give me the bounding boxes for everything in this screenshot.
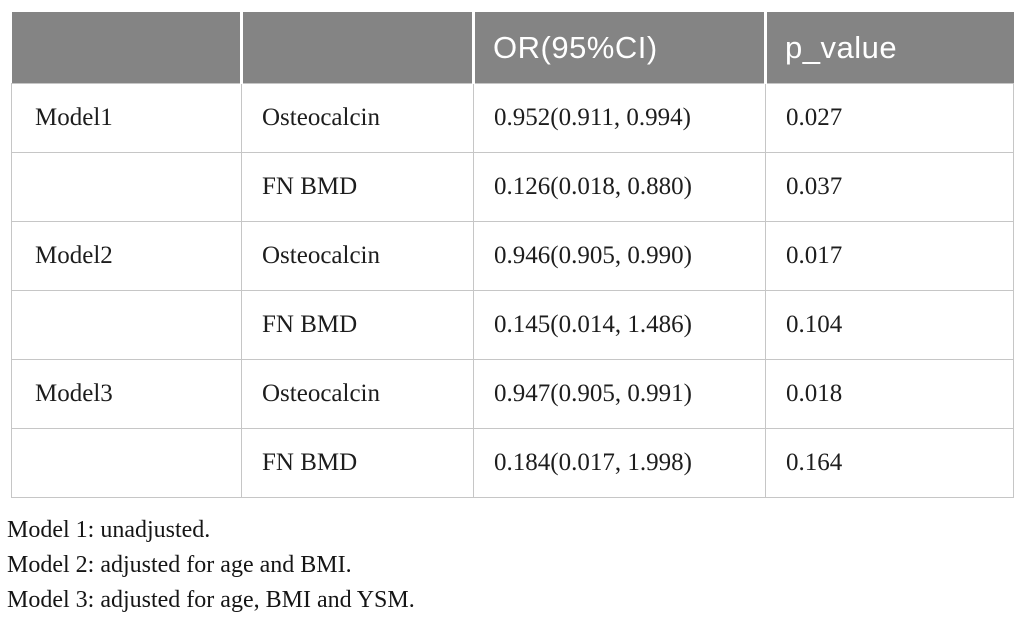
cell-p-value: 0.017	[765, 221, 1014, 291]
cell-p-value: 0.104	[765, 290, 1014, 360]
regression-results-table-wrap: OR(95%CI) p_value Model1 Osteocalcin 0.9…	[11, 12, 1014, 498]
footnote-model3: Model 3: adjusted for age, BMI and YSM.	[7, 587, 415, 613]
cell-p-value: 0.037	[765, 152, 1014, 222]
cell-variable: Osteocalcin	[241, 359, 474, 429]
cell-variable: Osteocalcin	[241, 221, 474, 291]
cell-model	[11, 152, 242, 222]
cell-or-ci: 0.145(0.014, 1.486)	[473, 290, 766, 360]
cell-model	[11, 428, 242, 498]
cell-or-ci: 0.184(0.017, 1.998)	[473, 428, 766, 498]
column-header-model	[11, 12, 242, 84]
column-header-variable	[240, 12, 474, 84]
header-row: OR(95%CI) p_value	[11, 12, 1014, 84]
table-row: Model3 Osteocalcin 0.947(0.905, 0.991) 0…	[11, 359, 1014, 429]
cell-or-ci: 0.952(0.911, 0.994)	[473, 83, 766, 153]
table-footnotes: Model 1: unadjusted. Model 2: adjusted f…	[7, 513, 415, 618]
cell-variable: FN BMD	[241, 428, 474, 498]
cell-model: Model2	[11, 221, 242, 291]
footnote-model1: Model 1: unadjusted.	[7, 517, 211, 543]
cell-p-value: 0.018	[765, 359, 1014, 429]
cell-variable: FN BMD	[241, 290, 474, 360]
cell-or-ci: 0.946(0.905, 0.990)	[473, 221, 766, 291]
cell-p-value: 0.164	[765, 428, 1014, 498]
cell-variable: Osteocalcin	[241, 83, 474, 153]
table-row: Model1 Osteocalcin 0.952(0.911, 0.994) 0…	[11, 83, 1014, 153]
cell-model: Model1	[11, 83, 242, 153]
cell-or-ci: 0.126(0.018, 0.880)	[473, 152, 766, 222]
cell-or-ci: 0.947(0.905, 0.991)	[473, 359, 766, 429]
table-row: FN BMD 0.126(0.018, 0.880) 0.037	[11, 152, 1014, 222]
column-header-p-value: p_value	[764, 12, 1014, 84]
cell-variable: FN BMD	[241, 152, 474, 222]
table-row: FN BMD 0.145(0.014, 1.486) 0.104	[11, 290, 1014, 360]
footnote-model2: Model 2: adjusted for age and BMI.	[7, 552, 352, 578]
column-header-or-ci: OR(95%CI)	[472, 12, 766, 84]
regression-results-table: OR(95%CI) p_value Model1 Osteocalcin 0.9…	[11, 12, 1014, 498]
cell-model	[11, 290, 242, 360]
cell-model: Model3	[11, 359, 242, 429]
table-row: FN BMD 0.184(0.017, 1.998) 0.164	[11, 428, 1014, 498]
table-row: Model2 Osteocalcin 0.946(0.905, 0.990) 0…	[11, 221, 1014, 291]
cell-p-value: 0.027	[765, 83, 1014, 153]
